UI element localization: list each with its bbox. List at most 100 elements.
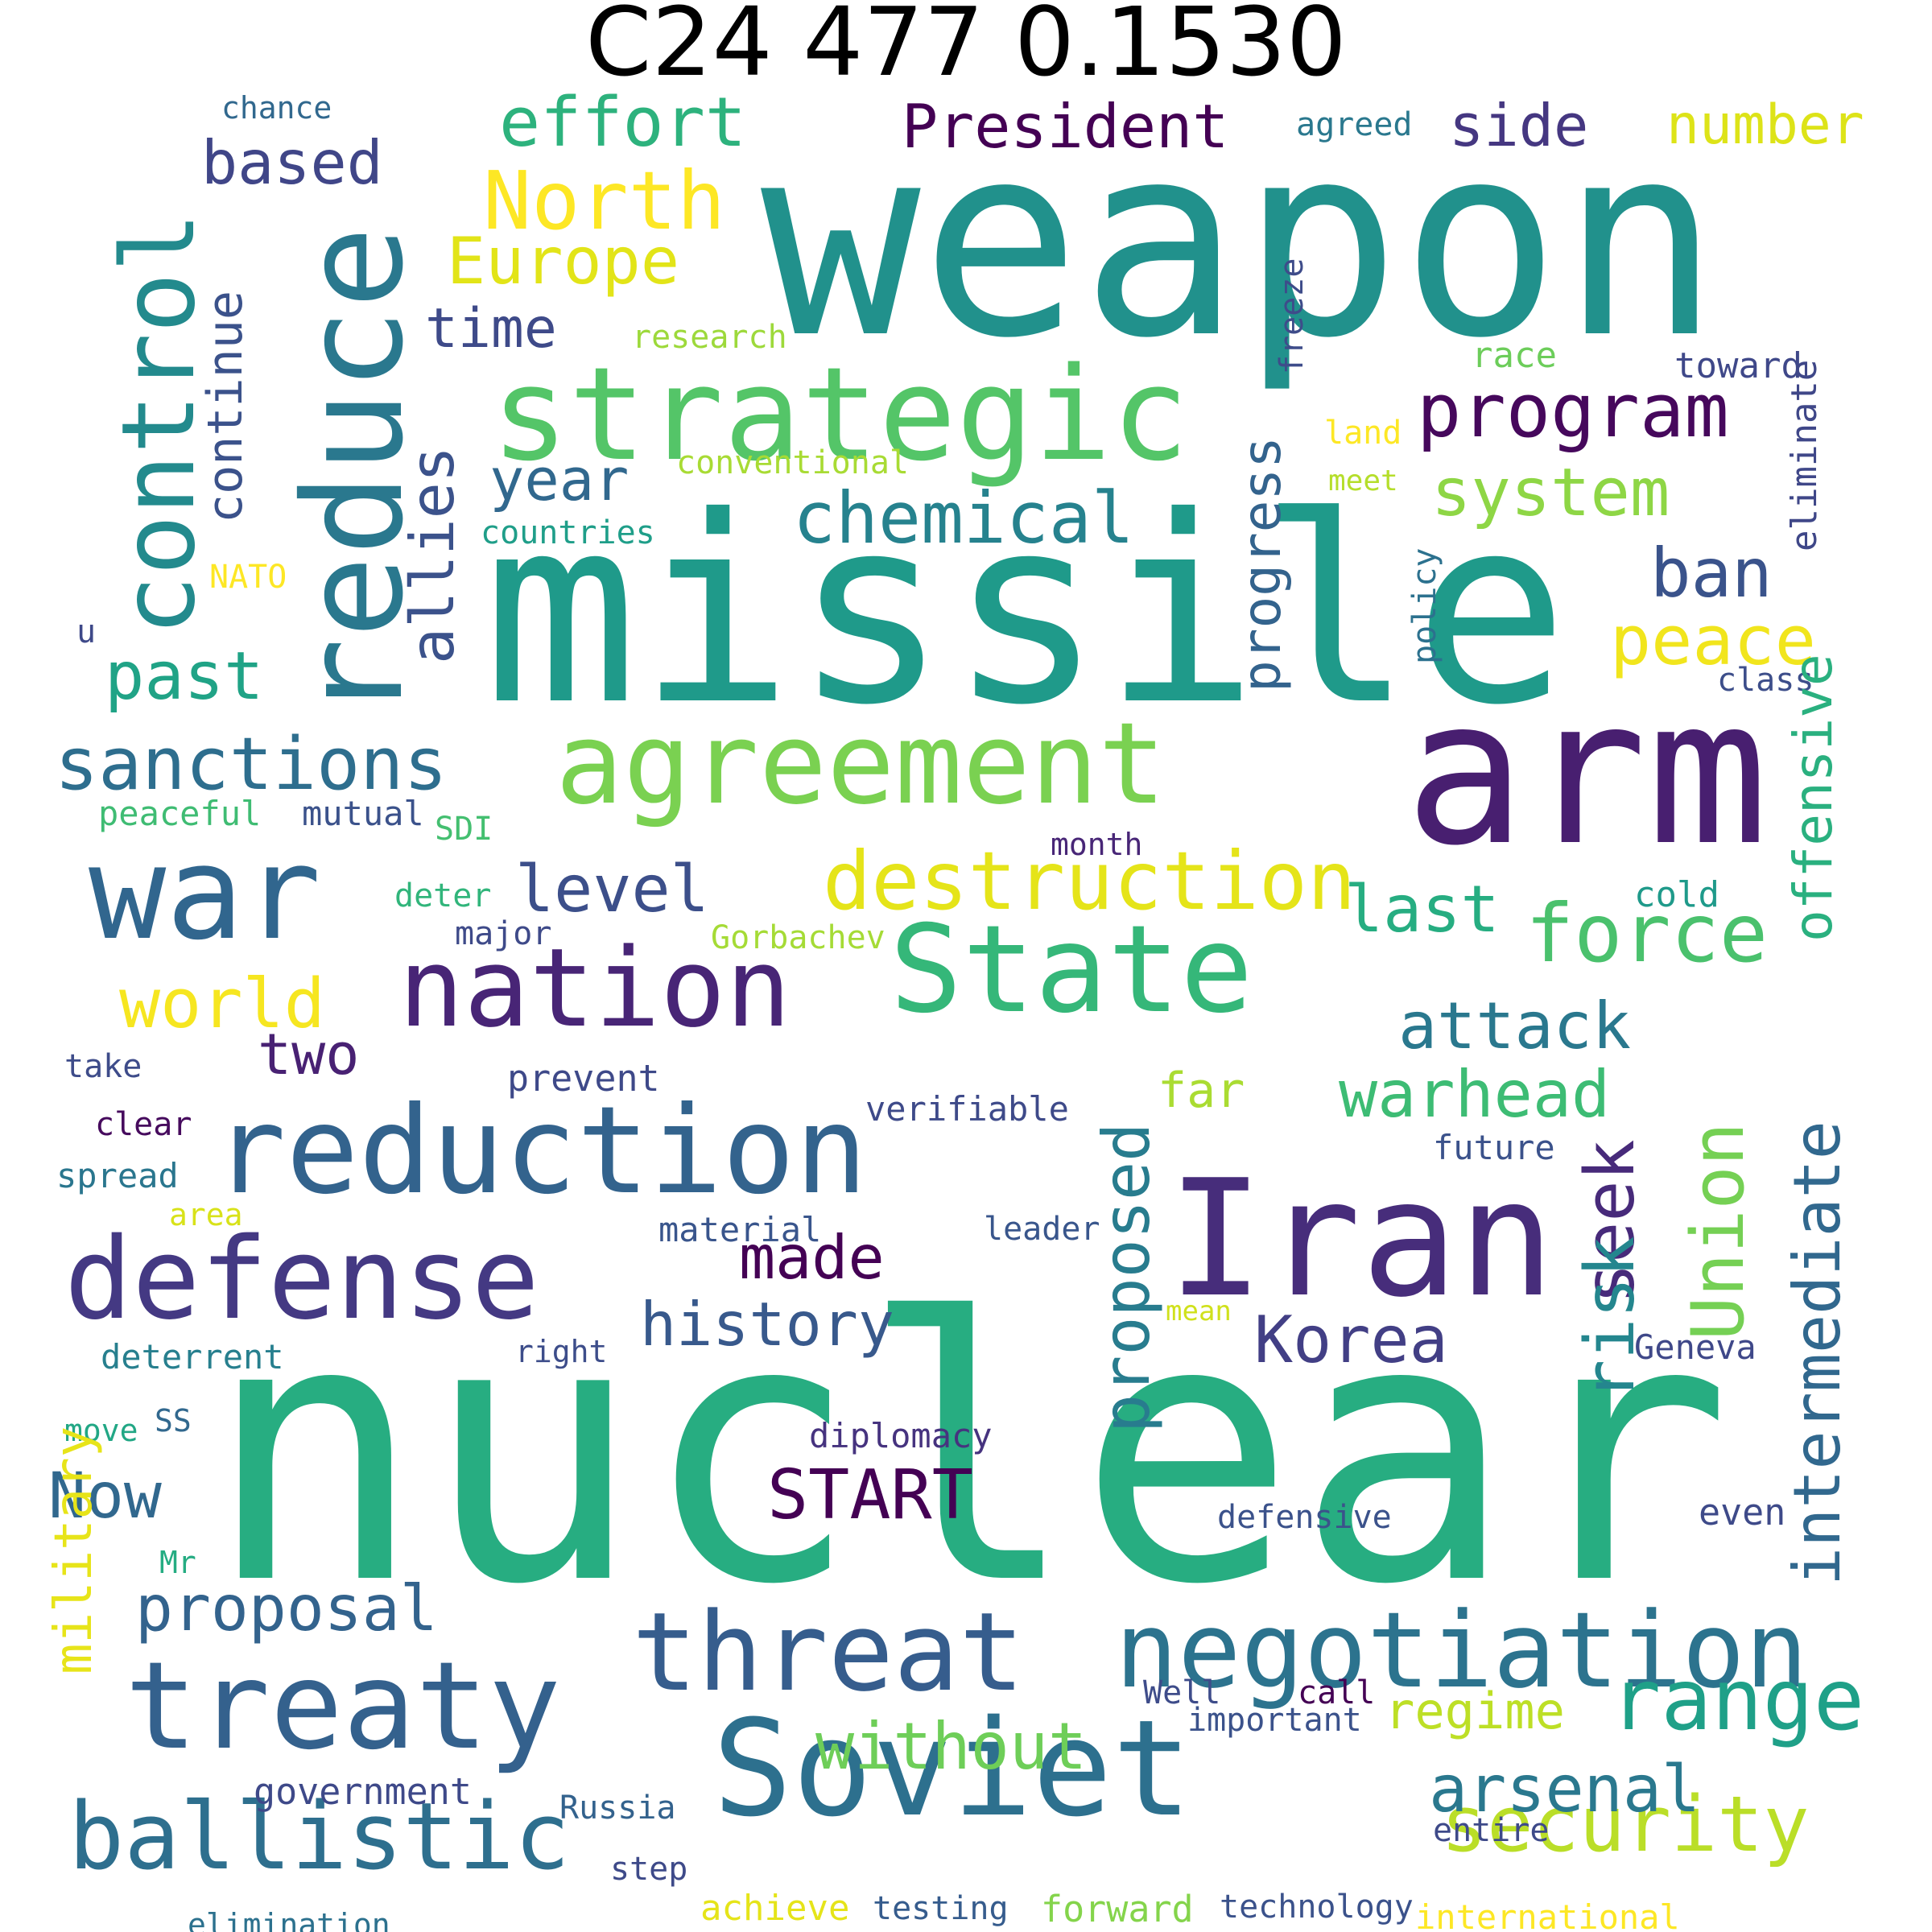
word-elimination: elimination xyxy=(188,1907,390,1932)
word-gorbachev: Gorbachev xyxy=(711,919,886,956)
word-ss: SS xyxy=(155,1403,192,1439)
word-risk: risk xyxy=(1571,1236,1650,1401)
word-year: year xyxy=(489,446,630,514)
word-last: last xyxy=(1344,872,1500,947)
word-move: move xyxy=(64,1413,138,1448)
word-now: Now xyxy=(48,1460,162,1533)
word-mutual: mutual xyxy=(302,794,424,833)
word-government: government xyxy=(254,1770,472,1813)
word-treaty: treaty xyxy=(125,1637,561,1777)
word-peaceful: peaceful xyxy=(98,794,262,833)
word-arsenal: arsenal xyxy=(1429,1752,1701,1827)
word-chemical: chemical xyxy=(793,477,1134,559)
word-sanctions: sanctions xyxy=(55,722,448,807)
word-toward: toward xyxy=(1674,345,1802,386)
word-defensive: defensive xyxy=(1217,1499,1392,1536)
word-continue: continue xyxy=(197,291,254,523)
word-without: without xyxy=(815,1709,1088,1784)
word-progress: progress xyxy=(1231,436,1293,692)
word-system: system xyxy=(1431,455,1670,531)
word-missile: missile xyxy=(483,462,1569,762)
word-forward: forward xyxy=(1041,1888,1194,1930)
word-well: Well xyxy=(1143,1674,1221,1711)
word-countries: countries xyxy=(481,514,655,551)
word-program: program xyxy=(1417,368,1729,454)
word-future: future xyxy=(1433,1128,1555,1167)
word-verifiable: verifiable xyxy=(865,1089,1069,1129)
word-north: North xyxy=(483,154,726,248)
word-chance: chance xyxy=(221,90,332,126)
word-allies: allies xyxy=(397,446,468,664)
word-destruction: destruction xyxy=(823,834,1356,928)
word-korea: Korea xyxy=(1254,1302,1448,1377)
word-material: material xyxy=(658,1210,822,1249)
word-deter: deter xyxy=(394,877,492,914)
word-security: security xyxy=(1441,1781,1810,1869)
word-europe: Europe xyxy=(447,224,679,299)
word-union: Union xyxy=(1676,1122,1761,1340)
word-arm: arm xyxy=(1405,655,1769,890)
word-deterrent: deterrent xyxy=(101,1337,284,1377)
word-class: class xyxy=(1717,662,1814,699)
word-time: time xyxy=(425,297,557,361)
word-technology: technology xyxy=(1220,1889,1414,1926)
word-reduction: reduction xyxy=(213,1081,868,1221)
word-agreement: agreement xyxy=(555,699,1166,830)
word-research: research xyxy=(632,319,787,356)
word-clear: clear xyxy=(95,1106,192,1143)
word-take: take xyxy=(64,1048,142,1085)
word-right: right xyxy=(515,1334,608,1369)
word-range: range xyxy=(1610,1651,1865,1749)
word-spread: spread xyxy=(56,1156,179,1195)
word-area: area xyxy=(169,1197,243,1232)
word-number: number xyxy=(1666,93,1864,157)
word-nation: nation xyxy=(398,925,791,1051)
word-policy: policy xyxy=(1406,547,1443,665)
word-even: even xyxy=(1699,1491,1786,1534)
word-leader: leader xyxy=(984,1211,1100,1248)
word-prevent: prevent xyxy=(507,1057,660,1100)
word-intermediate: intermediate xyxy=(1780,1121,1855,1586)
word-nuclear: nuclear xyxy=(205,1242,1732,1664)
word-war: war xyxy=(89,818,321,968)
word-world: world xyxy=(119,964,325,1044)
word-control: control xyxy=(101,212,217,636)
word-side: side xyxy=(1449,92,1589,159)
word-attack: attack xyxy=(1398,989,1631,1063)
word-agreed: agreed xyxy=(1296,106,1413,143)
word-eliminate: eliminate xyxy=(1784,359,1825,551)
word-u: u xyxy=(76,613,97,650)
word-soviet: Soviet xyxy=(712,1691,1193,1846)
word-land: land xyxy=(1324,415,1402,452)
word-threat: threat xyxy=(632,1589,1025,1715)
word-negotiation: negotiation xyxy=(1115,1589,1808,1711)
word-month: month xyxy=(1051,827,1143,862)
word-state: State xyxy=(890,900,1253,1040)
word-far: far xyxy=(1158,1063,1245,1119)
word-weapon: weapon xyxy=(761,87,1721,396)
chart-title: C24 477 0.1530 xyxy=(585,0,1347,97)
word-ban: ban xyxy=(1650,534,1773,613)
word-regime: regime xyxy=(1385,1682,1565,1740)
word-president: President xyxy=(902,91,1229,162)
word-defense: defense xyxy=(64,1214,540,1345)
word-testing: testing xyxy=(873,1890,1009,1927)
word-meet: meet xyxy=(1328,464,1398,497)
word-effort: effort xyxy=(499,83,747,163)
word-peace: peace xyxy=(1610,601,1816,681)
word-offensive: offensive xyxy=(1782,654,1844,942)
word-major: major xyxy=(455,915,552,952)
word-proposal: proposal xyxy=(135,1573,438,1645)
word-geneva: Geneva xyxy=(1634,1327,1757,1367)
word-ballistic: ballistic xyxy=(68,1783,571,1891)
word-nato: NATO xyxy=(209,559,287,596)
word-mean: mean xyxy=(1166,1295,1232,1327)
word-force: force xyxy=(1525,886,1769,980)
word-made: made xyxy=(739,1222,885,1293)
word-strategic: strategic xyxy=(491,339,1189,489)
word-based: based xyxy=(201,127,383,198)
word-start: START xyxy=(767,1455,973,1535)
word-freeze: freeze xyxy=(1274,258,1311,375)
